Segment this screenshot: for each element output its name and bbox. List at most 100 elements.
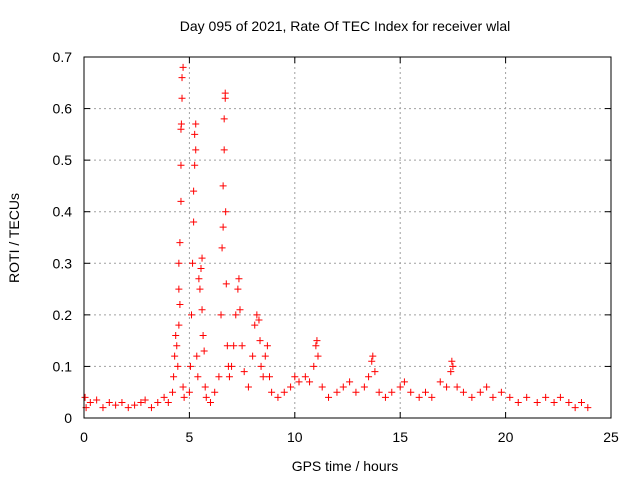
- roti-point: [310, 362, 318, 370]
- roti-point: [453, 383, 461, 391]
- roti-point: [371, 368, 379, 376]
- roti-point: [346, 378, 354, 386]
- roti-point: [318, 383, 326, 391]
- roti-point: [177, 161, 185, 169]
- roti-point: [550, 399, 558, 407]
- roti-point: [449, 362, 457, 370]
- roti-point: [381, 393, 389, 401]
- roti-point: [175, 285, 183, 293]
- roti-point: [295, 378, 303, 386]
- roti-point: [200, 347, 208, 355]
- roti-point: [221, 89, 229, 97]
- roti-point: [506, 393, 514, 401]
- roti-point: [396, 383, 404, 391]
- x-axis-label: GPS time / hours: [292, 458, 399, 474]
- roti-point: [301, 373, 309, 381]
- roti-point: [352, 388, 360, 396]
- roti-point: [428, 393, 436, 401]
- roti-point: [191, 161, 199, 169]
- roti-point: [577, 399, 585, 407]
- roti-point: [217, 311, 225, 319]
- roti-point: [179, 383, 187, 391]
- roti-point: [186, 362, 194, 370]
- roti-point: [556, 393, 564, 401]
- roti-point: [188, 311, 196, 319]
- roti-point: [542, 393, 550, 401]
- roti-point: [169, 388, 177, 396]
- roti-point: [178, 94, 186, 102]
- roti-point: [197, 264, 205, 272]
- roti-point: [256, 337, 264, 345]
- roti-point: [238, 342, 246, 350]
- roti-point: [365, 373, 373, 381]
- roti-point: [251, 321, 259, 329]
- roti-point: [185, 388, 193, 396]
- roti-point: [211, 388, 219, 396]
- roti-point: [206, 399, 214, 407]
- roti-point: [141, 396, 149, 404]
- roti-point: [388, 388, 396, 396]
- x-tick-label: 20: [498, 429, 514, 445]
- roti-point: [124, 404, 132, 412]
- x-tick-label: 0: [80, 429, 88, 445]
- roti-point: [192, 146, 200, 154]
- roti-point: [236, 306, 244, 314]
- roti-point: [137, 399, 145, 407]
- roti-point: [219, 223, 227, 231]
- roti-point: [215, 373, 223, 381]
- plot-frame: [83, 56, 612, 419]
- roti-point: [179, 63, 187, 71]
- roti-point: [533, 399, 541, 407]
- roti-point: [173, 342, 181, 350]
- roti-point: [468, 393, 476, 401]
- roti-point: [312, 342, 320, 350]
- roti-point: [164, 399, 172, 407]
- chart-title: Day 095 of 2021, Rate Of TEC Index for r…: [180, 18, 510, 34]
- roti-point: [459, 388, 467, 396]
- y-tick-label: 0.5: [53, 152, 73, 168]
- roti-point: [220, 146, 228, 154]
- x-tick-label: 15: [392, 429, 408, 445]
- roti-point: [584, 404, 592, 412]
- roti-point: [201, 383, 209, 391]
- roti-points: [81, 63, 592, 412]
- roti-point: [313, 337, 321, 345]
- roti-point: [257, 362, 265, 370]
- roti-point: [112, 401, 120, 409]
- roti-point: [400, 378, 408, 386]
- roti-point: [190, 187, 198, 195]
- roti-point: [225, 373, 233, 381]
- roti-point: [447, 368, 455, 376]
- y-axis-label: ROTI / TECUs: [6, 193, 22, 283]
- roti-point: [565, 399, 573, 407]
- roti-point: [177, 197, 185, 205]
- roti-point: [172, 331, 180, 339]
- roti-point: [198, 254, 206, 262]
- roti-point: [368, 357, 376, 365]
- roti-point: [105, 399, 113, 407]
- roti-point: [93, 396, 101, 404]
- roti-point: [202, 393, 210, 401]
- roti-point: [171, 352, 179, 360]
- roti-point: [219, 182, 227, 190]
- roti-point: [232, 311, 240, 319]
- roti-point: [240, 368, 248, 376]
- y-tick-label: 0.7: [53, 49, 73, 65]
- roti-point: [228, 362, 236, 370]
- roti-point: [131, 401, 139, 409]
- y-tick-label: 0.3: [53, 255, 73, 271]
- roti-point: [314, 352, 322, 360]
- roti-point: [192, 120, 200, 128]
- roti-point: [177, 120, 185, 128]
- roti-point: [263, 342, 271, 350]
- roti-point: [280, 388, 288, 396]
- roti-point: [421, 388, 429, 396]
- roti-point: [222, 280, 230, 288]
- roti-point: [81, 393, 89, 401]
- roti-point: [375, 388, 383, 396]
- roti-point: [174, 362, 182, 370]
- roti-point: [266, 373, 274, 381]
- x-tick-label: 10: [287, 429, 303, 445]
- roti-point: [199, 331, 207, 339]
